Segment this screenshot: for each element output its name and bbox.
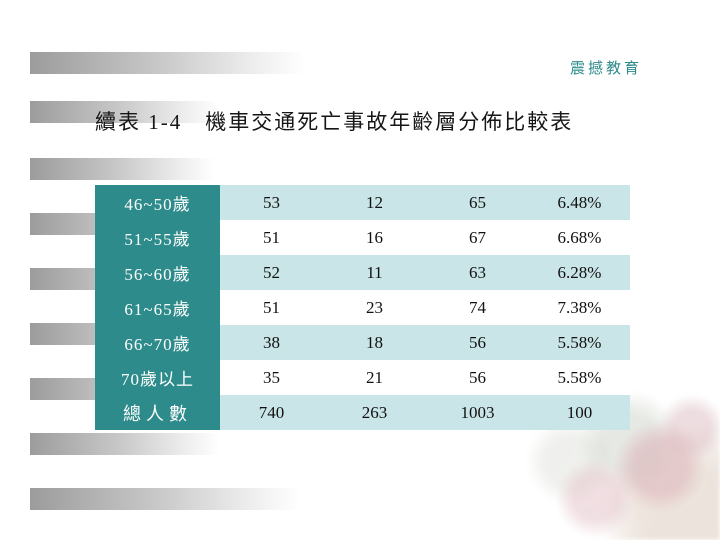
corner-label: 震撼教育 [569,61,642,77]
table-cell: 21 [323,360,426,395]
table-cell: 52 [220,255,323,290]
table-row: 51~55歲 51 16 67 6.68% [95,220,630,255]
age-group-label: 70歲以上 [95,360,220,395]
age-group-label: 56~60歲 [95,255,220,290]
table-row: 總人數 740 263 1003 100 [95,395,630,430]
table-cell: 1003 [426,395,529,430]
slide-title: 續表 1-4 機車交通死亡事故年齡層分佈比較表 [95,110,574,134]
table-cell: 16 [323,220,426,255]
table-cell: 5.58% [529,360,630,395]
age-distribution-table: 46~50歲 53 12 65 6.48% 51~55歲 51 16 67 6.68% 56~60歲… [95,185,630,430]
table-cell: 6.48% [529,185,630,220]
age-group-label: 46~50歲 [95,185,220,220]
table-cell: 38 [220,325,323,360]
table-cell: 6.68% [529,220,630,255]
table-cell: 6.28% [529,255,630,290]
age-group-label: 61~65歲 [95,290,220,325]
decorative-bar [30,488,300,510]
table-cell: 51 [220,290,323,325]
table-cell: 18 [323,325,426,360]
age-group-label: 51~55歲 [95,220,220,255]
table-cell: 11 [323,255,426,290]
table-row: 46~50歲 53 12 65 6.48% [95,185,630,220]
table-cell: 35 [220,360,323,395]
table-cell: 5.58% [529,325,630,360]
table-cell: 63 [426,255,529,290]
decorative-bar [30,158,215,180]
decorative-bar [30,433,220,455]
table-cell: 53 [220,185,323,220]
table-cell: 56 [426,325,529,360]
table-cell: 12 [323,185,426,220]
table-cell: 67 [426,220,529,255]
table-row: 70歲以上 35 21 56 5.58% [95,360,630,395]
table-row: 61~65歲 51 23 74 7.38% [95,290,630,325]
table-cell: 740 [220,395,323,430]
table-cell: 23 [323,290,426,325]
decorative-bar [30,52,305,74]
table-row: 56~60歲 52 11 63 6.28% [95,255,630,290]
table-row: 66~70歲 38 18 56 5.58% [95,325,630,360]
table-cell: 65 [426,185,529,220]
decorative-bar [30,101,220,123]
age-group-label: 總人數 [95,395,220,430]
age-group-label: 66~70歲 [95,325,220,360]
table-cell: 74 [426,290,529,325]
table-cell: 56 [426,360,529,395]
table-cell: 7.38% [529,290,630,325]
table-cell: 263 [323,395,426,430]
table-cell: 51 [220,220,323,255]
table-cell: 100 [529,395,630,430]
